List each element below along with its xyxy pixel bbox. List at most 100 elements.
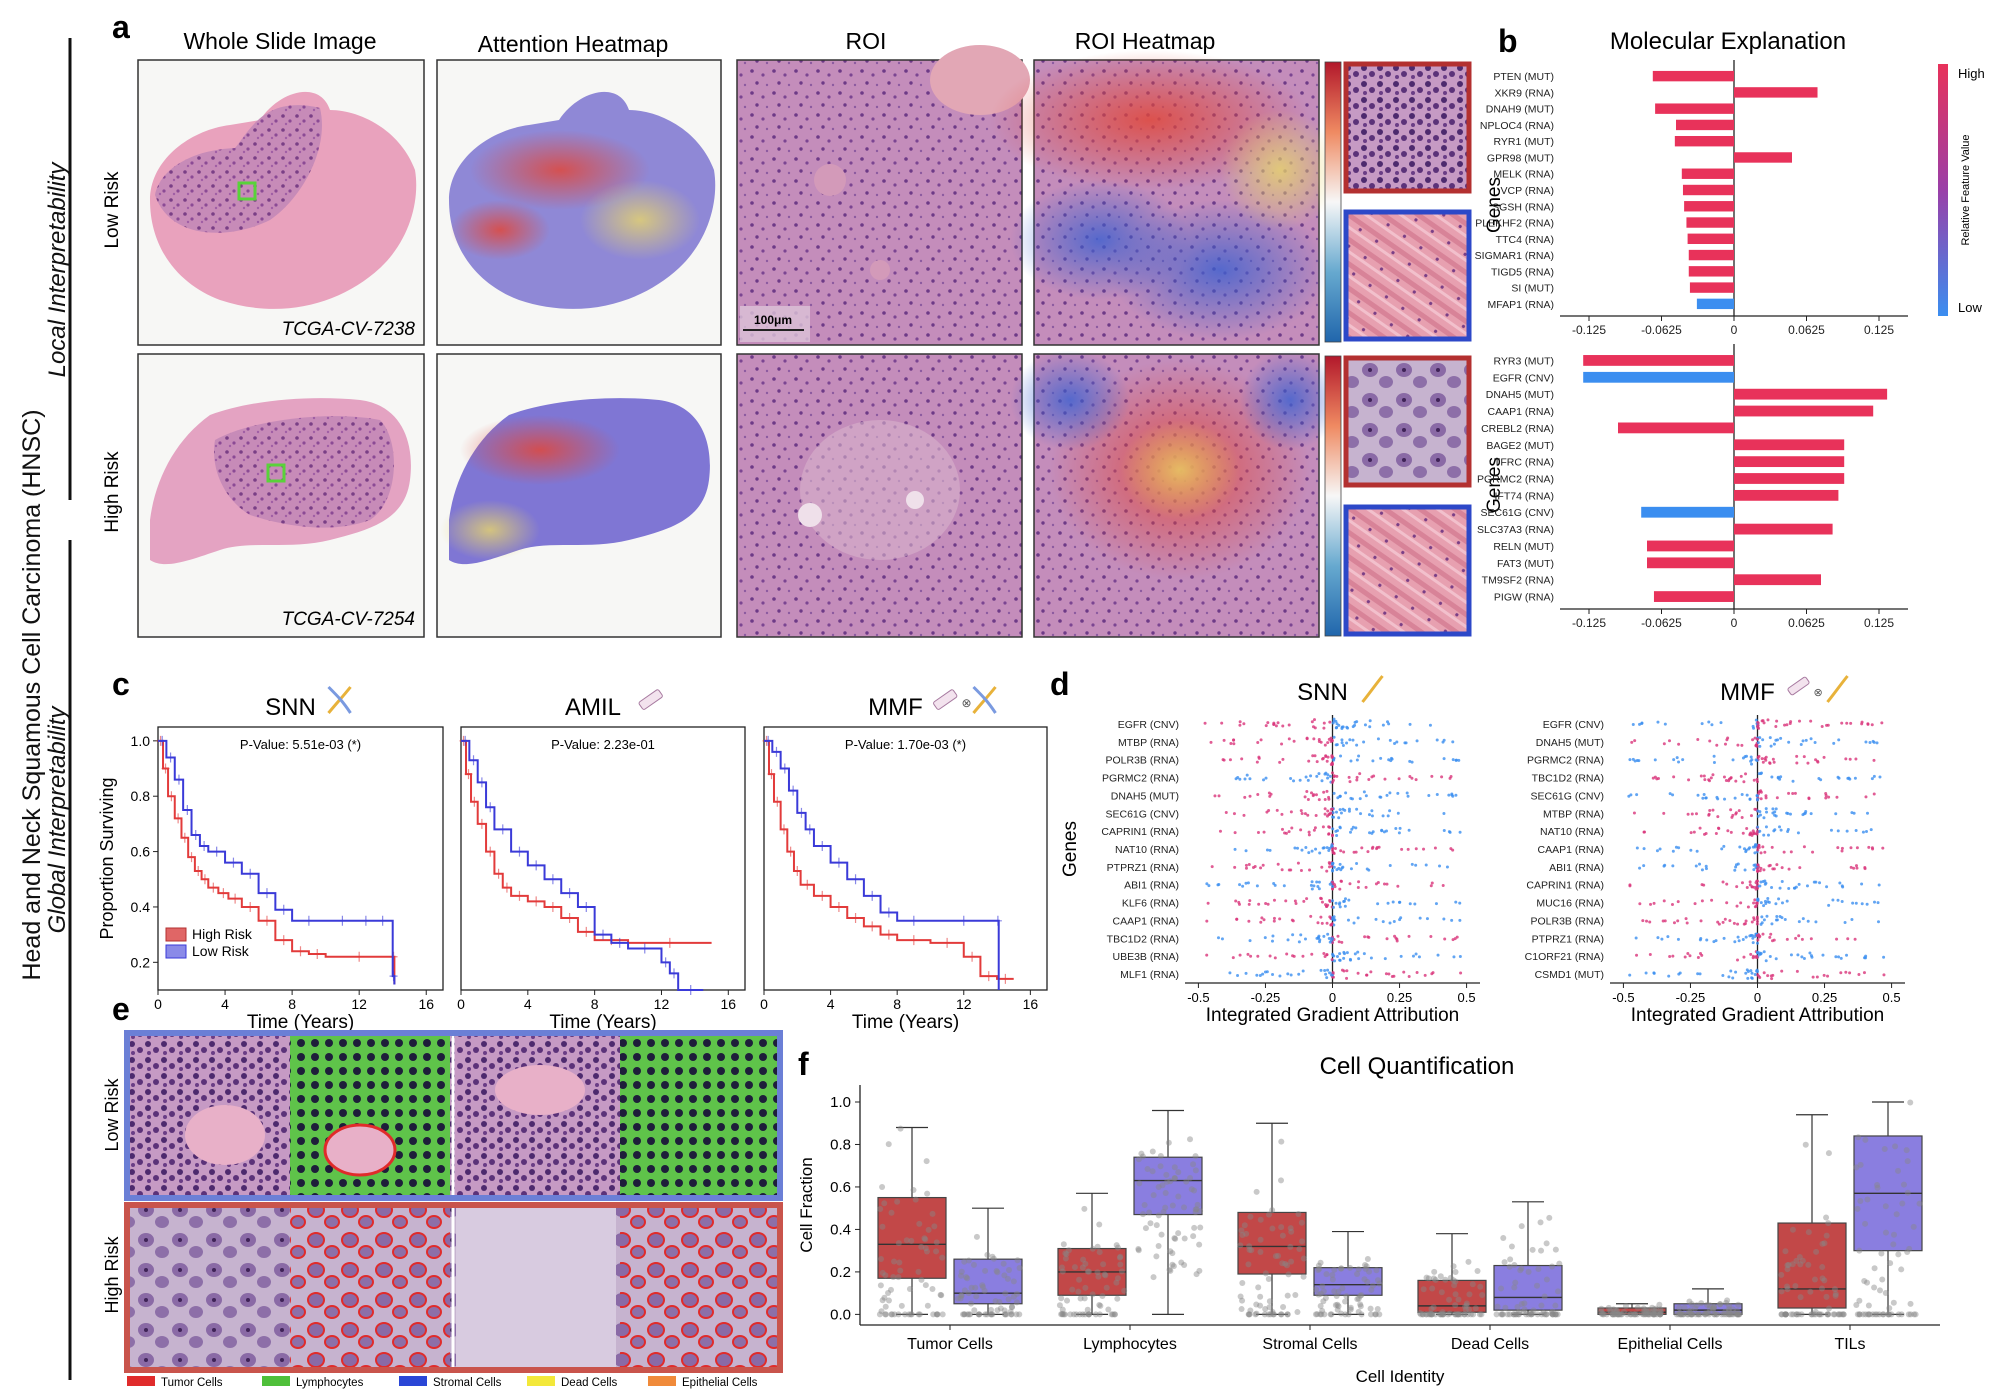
attribution-point bbox=[1434, 902, 1438, 906]
attribution-point bbox=[1438, 864, 1442, 868]
attribution-point bbox=[1388, 791, 1392, 795]
attribution-point bbox=[1814, 920, 1818, 924]
attribution-point bbox=[1658, 847, 1662, 851]
attribution-point bbox=[1310, 880, 1314, 884]
data-point bbox=[1525, 1311, 1532, 1318]
censor-mark bbox=[296, 946, 305, 957]
attribution-point bbox=[1789, 953, 1793, 957]
attribution-point bbox=[1395, 939, 1399, 943]
attribution-point bbox=[1358, 772, 1362, 776]
data-point bbox=[929, 1210, 936, 1217]
attribution-point bbox=[1408, 722, 1412, 726]
attribution-point bbox=[1837, 738, 1841, 742]
attribution-point bbox=[1751, 936, 1755, 940]
attribution-point bbox=[1757, 843, 1761, 847]
data-point bbox=[1463, 1302, 1470, 1309]
data-point bbox=[1895, 1167, 1902, 1174]
attribution-point bbox=[1668, 955, 1672, 959]
data-point bbox=[1437, 1311, 1444, 1318]
attribution-point bbox=[1666, 935, 1670, 939]
data-point bbox=[1713, 1311, 1720, 1318]
data-point bbox=[887, 1286, 894, 1293]
attribution-point bbox=[1702, 792, 1706, 796]
data-point bbox=[1318, 1311, 1325, 1318]
data-point bbox=[1190, 1161, 1197, 1168]
data-point bbox=[1162, 1204, 1169, 1211]
data-point bbox=[1903, 1147, 1910, 1154]
attribution-point bbox=[1686, 812, 1690, 816]
attribution-point bbox=[1707, 779, 1711, 783]
data-point bbox=[993, 1267, 1000, 1274]
data-point bbox=[1139, 1211, 1146, 1218]
attribution-point bbox=[1825, 885, 1829, 889]
attribution-point bbox=[1786, 830, 1790, 834]
attribution-point bbox=[1783, 918, 1787, 922]
data-point bbox=[1462, 1303, 1469, 1310]
data-point bbox=[1725, 1311, 1732, 1318]
attribution-point bbox=[1356, 916, 1360, 920]
data-point bbox=[1450, 1277, 1457, 1284]
data-point bbox=[1649, 1304, 1656, 1311]
attribution-point bbox=[1301, 954, 1305, 958]
attribution-point bbox=[1228, 758, 1232, 762]
attribution-point bbox=[1852, 866, 1856, 870]
data-point bbox=[1246, 1311, 1253, 1318]
attribution-point bbox=[1769, 744, 1773, 748]
data-point bbox=[1823, 1214, 1830, 1221]
attribution-point bbox=[1677, 972, 1681, 976]
data-point bbox=[879, 1269, 886, 1276]
attribution-point bbox=[1349, 759, 1353, 763]
attribution-point bbox=[1347, 807, 1351, 811]
data-point bbox=[1431, 1268, 1438, 1275]
data-point bbox=[1598, 1310, 1605, 1317]
censor-mark bbox=[851, 913, 860, 924]
censor-mark bbox=[780, 763, 789, 774]
data-point bbox=[1724, 1297, 1731, 1304]
attribution-point bbox=[1414, 778, 1418, 782]
data-point bbox=[1853, 1164, 1860, 1171]
attribution-point bbox=[1232, 742, 1236, 746]
data-point bbox=[1253, 1188, 1260, 1195]
attribution-point bbox=[1721, 973, 1725, 977]
attribution-point bbox=[1347, 775, 1351, 779]
attribution-point bbox=[1332, 918, 1336, 922]
data-point bbox=[1688, 1301, 1695, 1308]
attribution-point bbox=[1330, 755, 1334, 759]
attribution-point bbox=[1756, 724, 1760, 728]
attribution-point bbox=[1363, 723, 1367, 727]
attribution-point bbox=[1332, 865, 1336, 869]
attribution-point bbox=[1732, 921, 1736, 925]
attribution-point bbox=[1836, 829, 1840, 833]
attribution-point bbox=[1868, 741, 1872, 745]
data-point bbox=[1879, 1276, 1886, 1283]
attribution-point bbox=[1310, 720, 1314, 724]
attribution-point bbox=[1722, 936, 1726, 940]
data-point bbox=[1374, 1305, 1381, 1312]
attribution-point bbox=[1662, 742, 1666, 746]
attribution-point bbox=[1762, 971, 1766, 975]
attribution-point bbox=[1763, 882, 1767, 886]
data-point bbox=[1171, 1164, 1178, 1171]
data-point bbox=[1797, 1294, 1804, 1301]
data-point bbox=[885, 1297, 892, 1304]
attribution-point bbox=[1820, 725, 1824, 729]
bar bbox=[1676, 119, 1734, 131]
attribution-point bbox=[1840, 900, 1844, 904]
attribution-point bbox=[1244, 971, 1248, 975]
data-point bbox=[1784, 1262, 1791, 1269]
bar bbox=[1647, 540, 1734, 552]
data-point bbox=[1543, 1311, 1550, 1318]
attribution-point bbox=[1384, 829, 1388, 833]
data-point bbox=[1187, 1174, 1194, 1181]
data-point bbox=[1270, 1311, 1277, 1318]
plot-frame bbox=[763, 726, 1048, 991]
attribution-point bbox=[1285, 952, 1289, 956]
attribution-point bbox=[1368, 719, 1372, 723]
data-point bbox=[973, 1233, 980, 1240]
roi-heatmap-high-risk bbox=[1010, 350, 1340, 638]
attribution-point bbox=[1355, 807, 1359, 811]
attribution-point bbox=[1343, 897, 1347, 901]
attribution-point bbox=[1677, 760, 1681, 764]
attribution-point bbox=[1280, 812, 1284, 816]
attribution-point bbox=[1388, 809, 1392, 813]
